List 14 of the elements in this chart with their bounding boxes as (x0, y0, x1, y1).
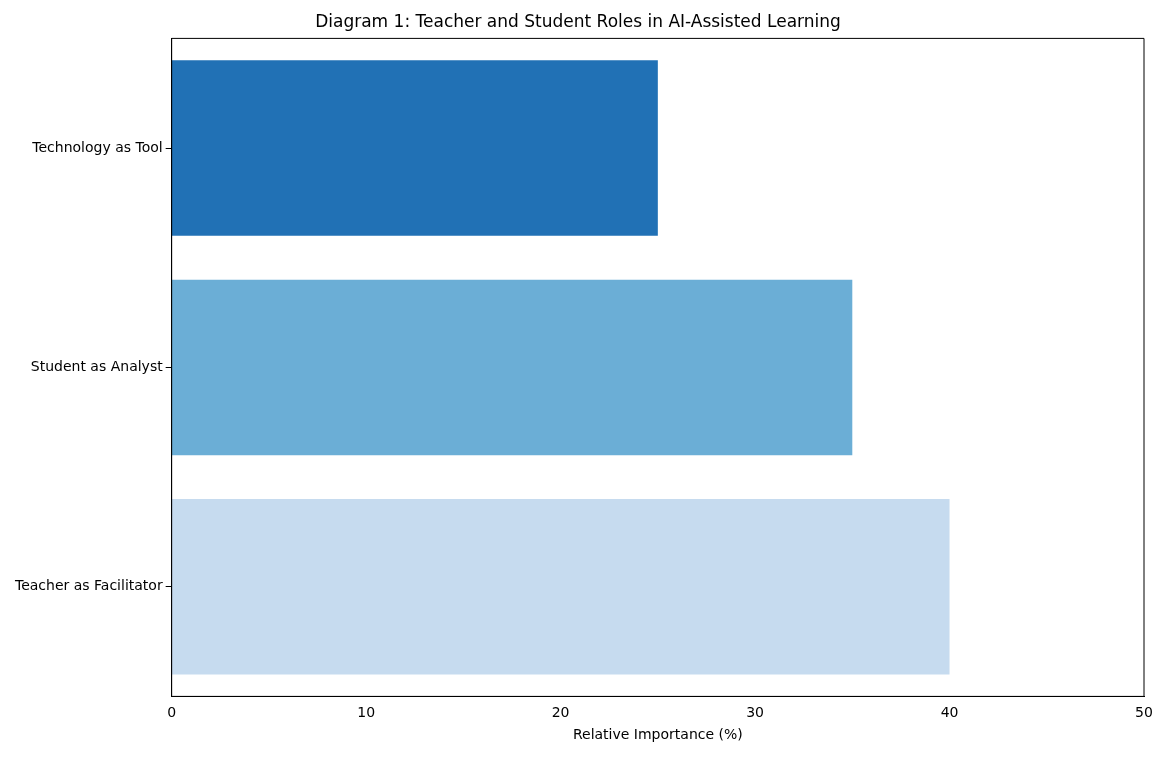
y-tick-label: Student as Analyst (30, 358, 164, 375)
bar (171, 499, 950, 675)
x-tick-label: 10 (357, 704, 376, 721)
x-tick-label: 20 (551, 704, 570, 721)
y-tick-label: Teacher as Facilitator (14, 577, 163, 594)
bar (171, 279, 853, 456)
bar (171, 60, 658, 236)
x-tick-label: 30 (746, 704, 764, 721)
chart-title: Diagram 1: Teacher and Student Roles in AI-Assisted Learning (315, 10, 841, 31)
x-tick-label: 50 (1135, 704, 1153, 721)
y-tick-label: Technology as Tool (31, 138, 163, 155)
x-axis-title: Relative Importance (%) (572, 726, 743, 743)
x-tick-label: 0 (167, 704, 177, 721)
x-tick-label: 40 (940, 704, 959, 721)
